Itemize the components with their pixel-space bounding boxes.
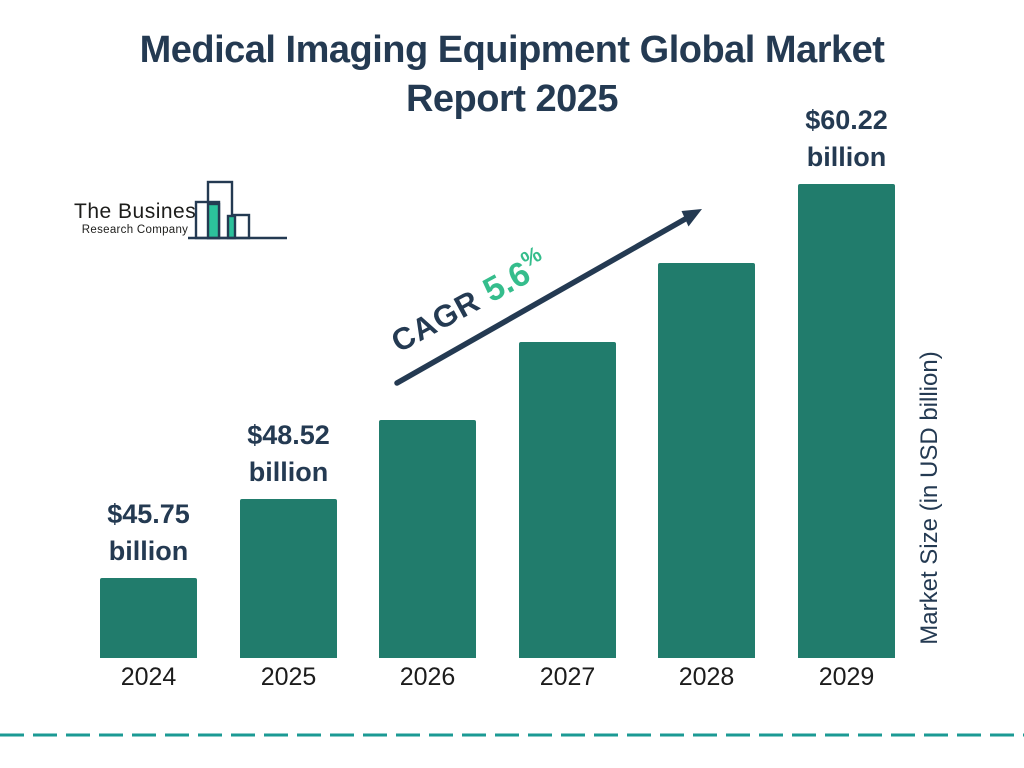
bar-chart-logo-icon [188, 180, 287, 240]
page-title-line2: Report 2025 [405, 78, 619, 120]
company-logo-text: The Business Research Company [74, 200, 208, 236]
year-label-2029: 2029 [818, 663, 875, 691]
value-label-line: billion [806, 142, 887, 172]
bar-2027 [519, 342, 616, 658]
year-label-2026: 2026 [399, 663, 456, 691]
value-label-2024: $45.75 billion [78, 496, 219, 570]
value-label-line: $45.75 [107, 499, 190, 529]
value-label-2025: $48.52 billion [218, 417, 359, 491]
value-label-line: billion [248, 457, 329, 487]
year-label-2024: 2024 [120, 663, 177, 691]
year-label-2027: 2027 [539, 663, 596, 691]
page-title-line1: Medical Imaging Equipment Global Market [139, 29, 885, 71]
page-title: Medical Imaging Equipment Global Market … [0, 26, 1024, 124]
bar-2024 [100, 578, 197, 658]
bar-2029 [798, 184, 895, 658]
logo-name: The Business [74, 200, 208, 223]
value-label-line: $48.52 [247, 420, 330, 450]
bar-2028 [658, 263, 755, 658]
year-label-2025: 2025 [260, 663, 317, 691]
year-label-2028: 2028 [678, 663, 735, 691]
bar-2025 [240, 499, 337, 658]
cagr-label: CAGR [385, 283, 486, 360]
y-axis-label: Market Size (in USD billion) [916, 351, 943, 645]
value-label-2029: $60.22 billion [776, 102, 917, 176]
bar-2026 [379, 420, 476, 658]
value-label-line: $60.22 [805, 105, 888, 135]
value-label-line: billion [108, 536, 189, 566]
logo-subname: Research Company [81, 224, 189, 236]
